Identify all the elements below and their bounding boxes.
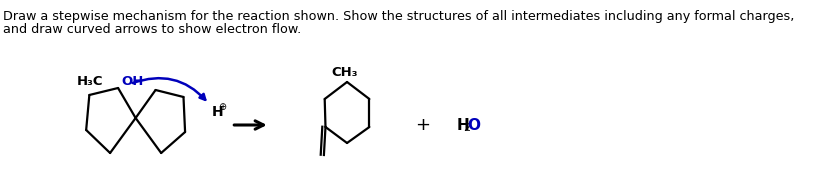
Text: Draw a stepwise mechanism for the reaction shown. Show the structures of all int: Draw a stepwise mechanism for the reacti… [3, 10, 794, 23]
Text: H: H [211, 105, 223, 119]
Text: 2: 2 [463, 123, 471, 133]
Text: OH: OH [121, 74, 144, 88]
Text: H: H [456, 117, 469, 132]
FancyArrowPatch shape [133, 78, 206, 100]
Text: O: O [467, 117, 480, 132]
Text: +: + [415, 116, 430, 134]
Text: CH₃: CH₃ [331, 66, 358, 78]
Text: ⊕: ⊕ [219, 102, 227, 112]
Text: H₃C: H₃C [76, 74, 103, 88]
Text: and draw curved arrows to show electron flow.: and draw curved arrows to show electron … [3, 23, 302, 36]
